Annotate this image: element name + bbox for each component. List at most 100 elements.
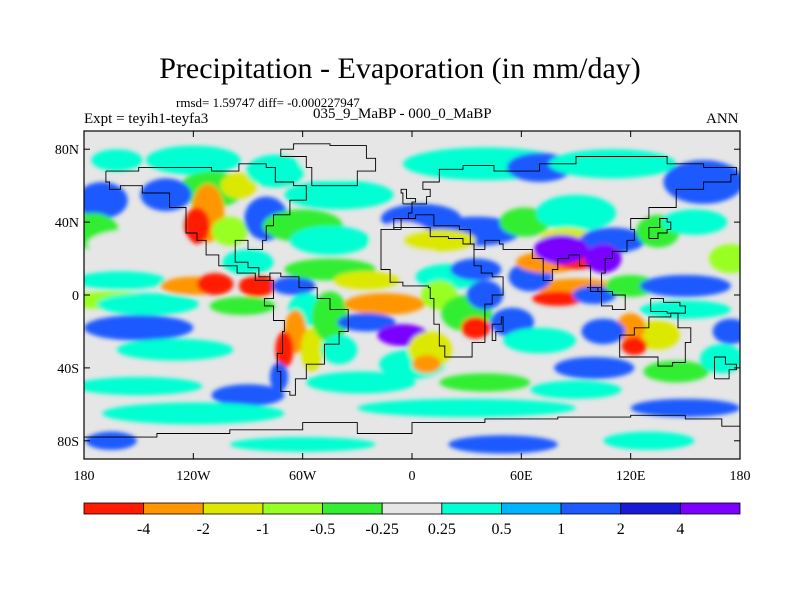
- field-anomaly-patch: [605, 274, 657, 297]
- field-anomaly-patch: [209, 296, 276, 316]
- map-panel: [84, 131, 740, 459]
- season-label: ANN: [706, 111, 739, 127]
- field-anomaly-patch: [300, 327, 323, 372]
- y-tick-label: 80S: [57, 435, 79, 450]
- field-anomaly-patch: [639, 274, 731, 297]
- colorbar-swatch: [381, 502, 443, 515]
- field-anomaly-patch: [289, 225, 371, 255]
- field-anomaly-patch: [643, 360, 710, 383]
- field-anomaly-patch: [535, 194, 617, 232]
- y-tick-label: 80N: [55, 143, 79, 158]
- colorbar-label: -0.25: [366, 521, 399, 538]
- field-anomaly-patch: [196, 273, 234, 296]
- field-anomaly-patch: [184, 207, 210, 244]
- coastline: [84, 414, 740, 438]
- field-anomaly-patch: [306, 371, 416, 394]
- field-anomaly-patch: [630, 398, 740, 418]
- field-anomaly-patch: [84, 182, 128, 219]
- coastline: [619, 312, 692, 367]
- coastline: [586, 287, 626, 311]
- colorbar-label: 2: [617, 521, 625, 538]
- coastline: [263, 272, 349, 396]
- field-anomaly-patch: [91, 149, 143, 172]
- field-anomaly-patch: [581, 318, 626, 345]
- colorbar-label: -0.5: [310, 521, 335, 538]
- colorbar-swatch: [202, 502, 264, 515]
- field-anomaly-patch: [220, 172, 258, 199]
- field-anomaly-patch: [712, 318, 740, 345]
- experiment-label: Expt = teyih1-teyfa3: [84, 111, 209, 127]
- field-anomaly-patch: [554, 356, 635, 379]
- field-anomaly-patch: [699, 344, 740, 374]
- coastline-layer: [84, 143, 740, 438]
- field-anomaly-patch: [450, 258, 502, 281]
- field-anomaly-patch: [503, 327, 576, 354]
- field-anomaly-patch: [116, 338, 234, 361]
- colorbar-swatch: [560, 502, 622, 515]
- field-anomaly-patch: [333, 271, 400, 290]
- coastline: [393, 156, 737, 292]
- field-anomaly-patch: [84, 271, 166, 290]
- y-tick-label: 0: [72, 289, 79, 304]
- field-anomaly-patch: [320, 335, 358, 365]
- field-anomaly-patch: [572, 285, 617, 305]
- colorbar-swatch: [83, 502, 145, 515]
- colorbar: -4 -2 -1 -0.5 -0.25 0.25 0.5 1 2 4: [83, 502, 741, 538]
- coastline: [380, 227, 504, 358]
- field-anomaly-patch: [402, 229, 476, 252]
- field-anomaly-patch: [603, 431, 695, 450]
- field-anomaly-patch: [275, 331, 294, 368]
- field-anomaly-patch: [530, 380, 622, 399]
- colorbar-swatch: [322, 502, 383, 515]
- coastline: [400, 188, 417, 205]
- colorbar-swatch: [679, 502, 741, 515]
- field-anomaly-patch: [299, 141, 380, 179]
- field-anomaly-patch: [271, 276, 316, 295]
- plot-title: Precipitation - Evaporation (in mm/day): [159, 52, 641, 85]
- field-anomaly-patch: [284, 180, 394, 210]
- field-anomaly-patch: [84, 377, 203, 396]
- field-anomaly-patch: [661, 209, 728, 235]
- colorbar-label: -4: [137, 521, 150, 538]
- y-tick-label: 40S: [57, 362, 79, 377]
- field-anomaly-patch: [85, 431, 137, 450]
- field-anomaly-patch: [461, 316, 491, 339]
- x-tick-label: 60W: [289, 469, 317, 484]
- x-tick-label: 120E: [616, 469, 646, 484]
- field-anomaly-patch: [709, 243, 740, 274]
- field-anomaly-patch: [532, 291, 584, 306]
- colorbar-swatch: [501, 502, 562, 515]
- colorbar-label: 0.25: [428, 521, 456, 538]
- field-anomaly-patch: [337, 313, 396, 332]
- colorbar-swatch: [143, 502, 204, 515]
- field-anomaly-patch: [448, 435, 558, 454]
- field-anomaly-patch: [663, 160, 740, 204]
- colorbar-swatch: [262, 502, 323, 515]
- field-anomaly-patch: [211, 384, 285, 407]
- colorbar-label: -1: [256, 521, 269, 538]
- colorbar-label: 4: [676, 521, 684, 538]
- field-anomaly-patch: [412, 355, 442, 374]
- coastline: [650, 298, 686, 314]
- coastline: [105, 163, 307, 281]
- period-label: 035_9_MaBP - 000_0_MaBP: [313, 106, 492, 122]
- map-axes: 180 120W 60W 0 60E 120E 180 80N 40N 0 40S 80S: [55, 130, 751, 484]
- coastline: [648, 218, 672, 239]
- field-anomaly-patch: [466, 280, 504, 310]
- field-anomaly-patch: [439, 373, 531, 392]
- field-anomaly-patch: [534, 234, 589, 265]
- field-anomaly-patch: [211, 216, 248, 246]
- field-anomaly-patch: [145, 145, 241, 175]
- x-tick-label: 60E: [510, 469, 533, 484]
- colorbar-swatch: [441, 502, 502, 515]
- field-anomaly-patch: [344, 293, 425, 316]
- x-tick-label: 0: [409, 469, 416, 484]
- field-anomaly-patch: [621, 336, 648, 356]
- field-anomaly-patch: [96, 293, 199, 316]
- y-tick-label: 40N: [55, 216, 79, 231]
- colorbar-label: 1: [557, 521, 565, 538]
- field-anomaly-patch: [269, 362, 289, 392]
- field-anomaly-patch: [87, 229, 190, 259]
- field-anomaly-patch: [357, 398, 576, 418]
- colorbar-swatch: [620, 502, 681, 515]
